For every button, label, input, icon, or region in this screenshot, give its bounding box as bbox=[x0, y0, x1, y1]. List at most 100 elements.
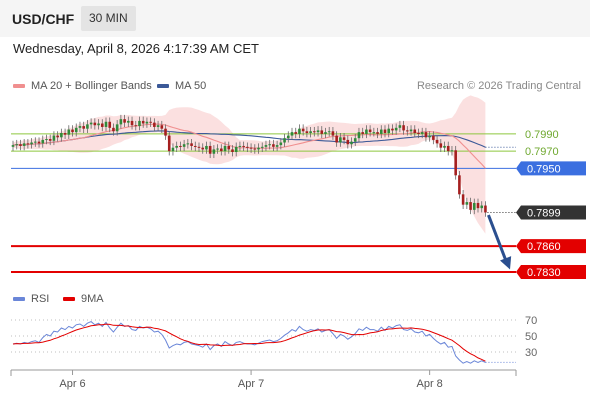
legend-ma20-label: MA 20 + Bollinger Bands bbox=[31, 80, 152, 92]
candle-body bbox=[454, 150, 457, 176]
candle-body bbox=[331, 131, 335, 136]
candle-body bbox=[127, 120, 130, 123]
candle bbox=[134, 120, 138, 131]
candle-body bbox=[74, 127, 78, 133]
candle-body bbox=[316, 130, 320, 133]
candle bbox=[74, 123, 78, 137]
candle bbox=[402, 120, 405, 135]
candle-body bbox=[205, 145, 208, 150]
candle bbox=[231, 145, 234, 157]
candle-body bbox=[216, 148, 219, 150]
x-tick-label: Apr 8 bbox=[416, 378, 442, 390]
candle bbox=[279, 138, 283, 150]
candle bbox=[446, 141, 450, 156]
candle-body bbox=[104, 121, 108, 127]
credit-text: Research © 2026 Trading Central bbox=[416, 80, 581, 92]
candle bbox=[424, 127, 428, 142]
candle-body bbox=[324, 132, 327, 134]
candle bbox=[123, 114, 126, 127]
candle bbox=[22, 139, 26, 151]
legend-ma20: MA 20 + Bollinger Bands bbox=[13, 80, 152, 92]
candle-body bbox=[286, 135, 290, 139]
candle-body bbox=[112, 127, 115, 132]
candle-body bbox=[171, 147, 175, 152]
candle-body bbox=[41, 139, 45, 144]
candle bbox=[11, 140, 15, 152]
candle bbox=[324, 127, 327, 139]
candle bbox=[48, 134, 52, 146]
ma50-line bbox=[12, 130, 486, 148]
candle bbox=[409, 125, 413, 136]
candle bbox=[260, 142, 264, 152]
candle bbox=[153, 118, 156, 132]
candle bbox=[458, 171, 461, 199]
candle bbox=[353, 133, 357, 146]
candle bbox=[193, 141, 197, 152]
currency-pair: USD/CHF bbox=[12, 11, 75, 27]
candle-body bbox=[387, 128, 391, 133]
candle-body bbox=[160, 125, 164, 129]
candle-body bbox=[469, 202, 472, 210]
candle bbox=[242, 141, 245, 152]
candle-body bbox=[353, 138, 357, 142]
candle bbox=[398, 120, 402, 133]
candle bbox=[346, 135, 350, 149]
candle bbox=[461, 190, 465, 209]
header-bar: USD/CHF 30 MIN bbox=[0, 0, 590, 37]
candle bbox=[100, 119, 104, 132]
candle bbox=[190, 139, 193, 151]
candle bbox=[201, 143, 205, 154]
candle-body bbox=[82, 126, 85, 129]
candle-body bbox=[56, 135, 59, 138]
candle-body bbox=[435, 139, 439, 144]
level-tag bbox=[516, 239, 586, 254]
candle-body bbox=[71, 129, 74, 133]
candle-body bbox=[153, 122, 156, 127]
candle bbox=[78, 121, 82, 133]
candle bbox=[379, 125, 383, 139]
candle bbox=[97, 119, 100, 130]
candle bbox=[439, 139, 443, 152]
candle-body bbox=[249, 147, 253, 149]
candle-body bbox=[93, 122, 97, 126]
candle-body bbox=[60, 133, 63, 138]
level-label-0.7970: 0.7970 bbox=[525, 146, 559, 158]
candle bbox=[376, 127, 379, 139]
rsi-tick-label: 70 bbox=[525, 315, 537, 327]
candle bbox=[63, 128, 67, 140]
candle bbox=[320, 126, 324, 139]
candle bbox=[469, 197, 472, 215]
candle-body bbox=[413, 129, 417, 133]
candle bbox=[476, 198, 480, 213]
candle-body bbox=[275, 145, 279, 147]
candle bbox=[167, 131, 171, 156]
timeframe-badge[interactable]: 30 MIN bbox=[81, 6, 136, 31]
candle-body bbox=[376, 132, 379, 134]
candle bbox=[387, 124, 391, 138]
candle bbox=[335, 131, 338, 147]
candle bbox=[34, 137, 37, 147]
candle-body bbox=[134, 125, 138, 127]
candle bbox=[313, 126, 316, 137]
candle-body bbox=[301, 128, 305, 132]
rsi-swatch-icon bbox=[13, 297, 25, 302]
candle-body bbox=[220, 148, 223, 152]
candle bbox=[52, 131, 56, 146]
candle bbox=[149, 117, 152, 127]
candle-body bbox=[272, 144, 275, 147]
candle bbox=[45, 134, 48, 145]
candle bbox=[186, 139, 190, 149]
legend-9ma: 9MA bbox=[63, 293, 104, 305]
candle-body bbox=[443, 145, 446, 148]
legend-ma50: MA 50 bbox=[157, 80, 206, 92]
candle-body bbox=[342, 137, 346, 140]
candle-body bbox=[175, 145, 178, 148]
level-tag bbox=[516, 265, 586, 280]
candle bbox=[41, 135, 45, 148]
candle bbox=[130, 116, 134, 130]
level-label-0.7830: 0.7830 bbox=[516, 265, 586, 280]
candle-body bbox=[257, 147, 260, 150]
candle bbox=[30, 138, 33, 149]
candle-body bbox=[156, 125, 160, 127]
